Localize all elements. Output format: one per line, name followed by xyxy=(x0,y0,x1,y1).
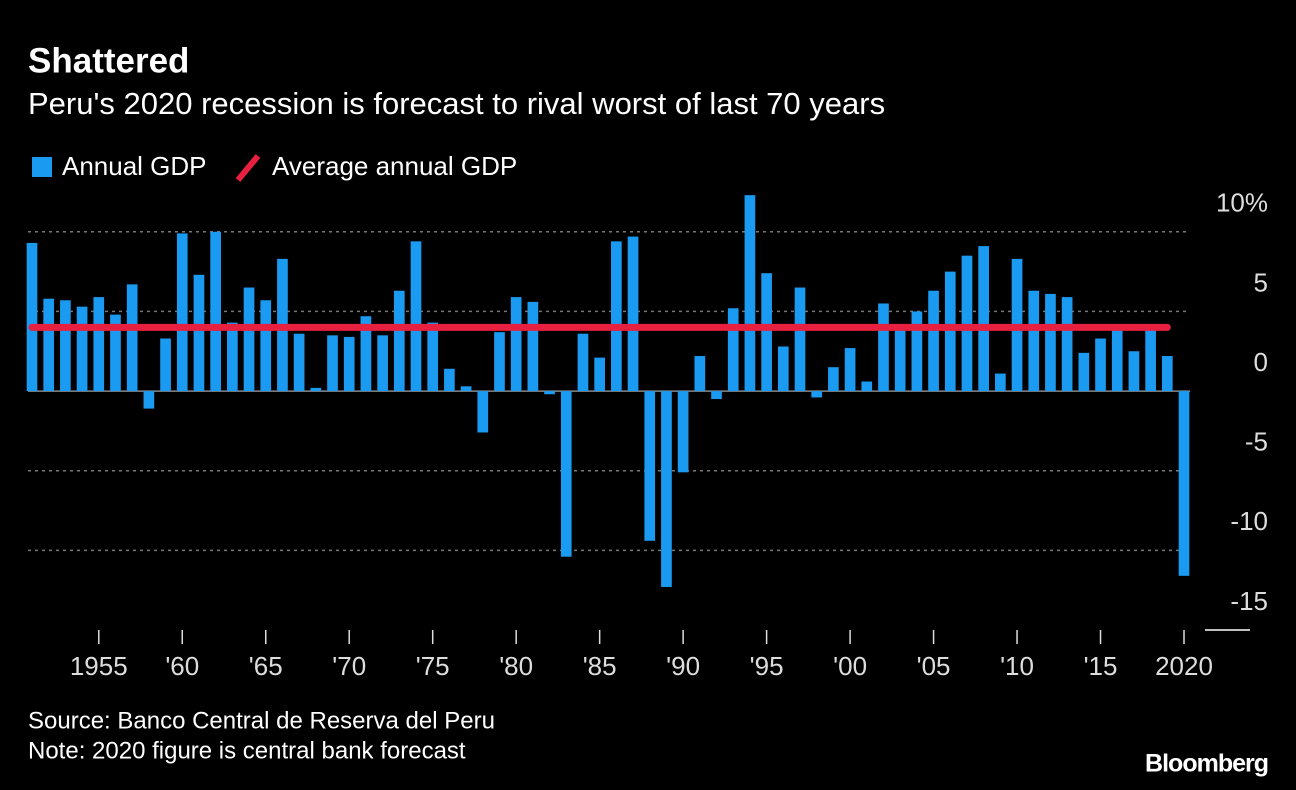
bar xyxy=(143,391,155,409)
bar xyxy=(227,322,238,392)
bar xyxy=(911,311,923,392)
bar xyxy=(377,335,388,392)
bar xyxy=(995,373,1006,392)
bar xyxy=(1095,338,1106,392)
bar xyxy=(1045,293,1056,392)
y-tick-label: 10% xyxy=(1216,188,1268,218)
bar xyxy=(794,287,806,392)
bar xyxy=(577,333,589,392)
bar xyxy=(677,391,689,473)
bar xyxy=(844,348,856,392)
bar xyxy=(160,338,171,392)
x-tick-label: '00 xyxy=(833,651,867,681)
x-tick-label: 1955 xyxy=(70,651,128,681)
bar xyxy=(1178,391,1190,576)
bar xyxy=(243,287,255,392)
bar xyxy=(944,271,956,392)
bar xyxy=(1145,327,1156,392)
x-tick-label: '65 xyxy=(249,651,283,681)
bar xyxy=(544,391,555,395)
x-tick-label: '05 xyxy=(917,651,951,681)
bar xyxy=(110,314,121,392)
bar xyxy=(594,357,605,392)
x-tick-label: '90 xyxy=(666,651,700,681)
legend-swatch xyxy=(32,157,52,177)
x-tick-label: 2020 xyxy=(1155,651,1213,681)
brand: Bloomberg xyxy=(1145,750,1268,778)
y-tick-label: 5 xyxy=(1254,267,1268,297)
bar xyxy=(777,346,789,392)
bar xyxy=(477,391,489,433)
bar xyxy=(327,335,338,392)
bar xyxy=(310,387,322,392)
legend-label: Annual GDP xyxy=(62,151,207,181)
bar xyxy=(444,368,455,392)
x-tick-label: '85 xyxy=(583,651,617,681)
bar xyxy=(727,308,739,392)
bar xyxy=(410,241,422,392)
bar xyxy=(894,324,906,392)
bar xyxy=(360,316,372,392)
y-tick-label: -5 xyxy=(1245,427,1268,457)
bar xyxy=(193,274,205,392)
x-tick-label: '95 xyxy=(750,651,784,681)
bar xyxy=(961,255,973,392)
x-tick-label: '15 xyxy=(1084,651,1118,681)
chart-subtitle: Peru's 2020 recession is forecast to riv… xyxy=(28,86,885,121)
bar xyxy=(1028,290,1040,392)
bar xyxy=(878,303,889,392)
x-tick-label: '80 xyxy=(499,651,533,681)
bar xyxy=(260,300,272,392)
y-tick-label: -15 xyxy=(1230,586,1268,616)
x-tick-label: '10 xyxy=(1000,651,1034,681)
bar xyxy=(711,391,722,400)
bar xyxy=(761,273,772,392)
bar xyxy=(560,391,572,557)
bar xyxy=(427,322,439,392)
bar xyxy=(494,332,505,392)
legend-swatch xyxy=(235,154,261,182)
bar xyxy=(60,300,71,392)
bar xyxy=(43,298,55,392)
bar xyxy=(811,391,823,398)
bar xyxy=(510,297,522,392)
bar xyxy=(694,356,706,392)
bar xyxy=(293,333,305,392)
bar xyxy=(460,386,472,392)
bar xyxy=(661,391,672,587)
note: Note: 2020 figure is central bank foreca… xyxy=(28,737,466,764)
bar xyxy=(611,241,622,392)
bar xyxy=(644,391,656,541)
x-tick-label: '60 xyxy=(165,651,199,681)
y-tick-label: -10 xyxy=(1230,506,1268,536)
bar xyxy=(828,367,839,392)
bar xyxy=(527,301,539,392)
bar xyxy=(393,290,405,392)
bar xyxy=(26,242,38,392)
y-tick-label: 0 xyxy=(1254,347,1268,377)
bar xyxy=(176,233,188,392)
bar xyxy=(1061,297,1073,392)
bar xyxy=(744,195,756,392)
bar xyxy=(627,236,639,392)
bar xyxy=(210,231,221,392)
bar xyxy=(861,381,873,392)
bar xyxy=(1161,356,1173,392)
bar xyxy=(1078,352,1090,392)
bar xyxy=(126,284,138,392)
bar xyxy=(1111,327,1123,392)
bar xyxy=(93,297,105,392)
bar xyxy=(343,336,355,392)
x-tick-label: '70 xyxy=(332,651,366,681)
bar xyxy=(928,290,939,392)
bar xyxy=(1128,351,1140,392)
bar xyxy=(76,306,88,392)
x-tick-label: '75 xyxy=(416,651,450,681)
legend-label: Average annual GDP xyxy=(272,151,517,181)
source: Source: Banco Central de Reserva del Per… xyxy=(28,707,495,734)
chart-title: Shattered xyxy=(28,41,189,80)
bar xyxy=(978,246,989,392)
